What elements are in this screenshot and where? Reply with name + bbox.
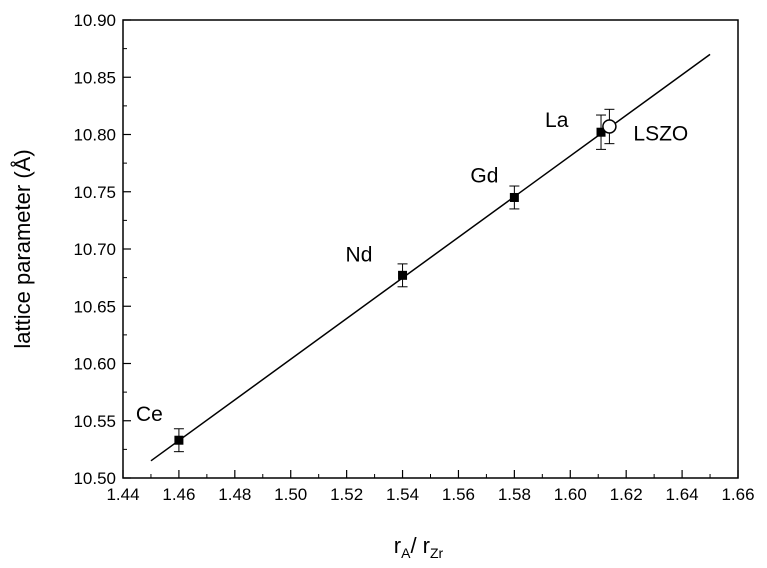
y-tick-label: 10.60	[73, 355, 116, 374]
point-label-lszo: LSZO	[633, 122, 688, 145]
ticks-layer: 1.44 1.46 1.48 1.50 1.52 1.54 1.56 1.58 1.60 1.62…	[73, 11, 754, 504]
x-axis-title-sub-a: A	[401, 545, 411, 561]
y-tick-label: 10.75	[73, 183, 116, 202]
point-lszo	[602, 119, 617, 134]
point-la	[596, 127, 606, 137]
y-axis-title: lattice parameter (Å)	[10, 149, 35, 348]
x-tick-label: 1.52	[330, 485, 363, 504]
point-label-nd: Nd	[346, 243, 373, 266]
x-tick-label: 1.62	[610, 485, 643, 504]
x-tick-label: 1.46	[162, 485, 195, 504]
y-tick-label: 10.65	[73, 297, 116, 316]
point-label-ce: Ce	[136, 403, 163, 426]
x-tick-label: 1.50	[274, 485, 307, 504]
x-tick-label: 1.44	[106, 485, 139, 504]
fit-line	[150, 53, 711, 462]
x-tick-label: 1.54	[386, 485, 419, 504]
y-tick-label: 10.85	[73, 68, 116, 87]
x-axis-title: rA/ rZr	[394, 533, 444, 561]
x-tick-label: 1.56	[442, 485, 475, 504]
x-axis-title-main: r	[394, 533, 401, 558]
points-layer: Ce Nd Gd La LSZO	[136, 108, 688, 453]
y-tick-label: 10.55	[73, 412, 116, 431]
x-tick-label: 1.58	[498, 485, 531, 504]
x-axis-title-sub-zr: Zr	[430, 545, 444, 561]
x-axis-title-mid: / r	[410, 533, 430, 558]
y-tick-label: 10.80	[73, 126, 116, 145]
y-tick-label: 10.90	[73, 11, 116, 30]
y-tick-label: 10.50	[73, 469, 116, 488]
point-gd	[509, 192, 519, 202]
point-label-la: La	[545, 109, 569, 132]
x-tick-label: 1.48	[218, 485, 251, 504]
x-tick-label: 1.60	[554, 485, 587, 504]
point-ce	[174, 435, 184, 445]
point-label-gd: Gd	[470, 164, 498, 187]
x-tick-label: 1.64	[666, 485, 699, 504]
x-tick-label: 1.66	[721, 485, 754, 504]
plot-frame	[122, 19, 739, 479]
point-nd	[398, 270, 408, 280]
y-tick-label: 10.70	[73, 240, 116, 259]
